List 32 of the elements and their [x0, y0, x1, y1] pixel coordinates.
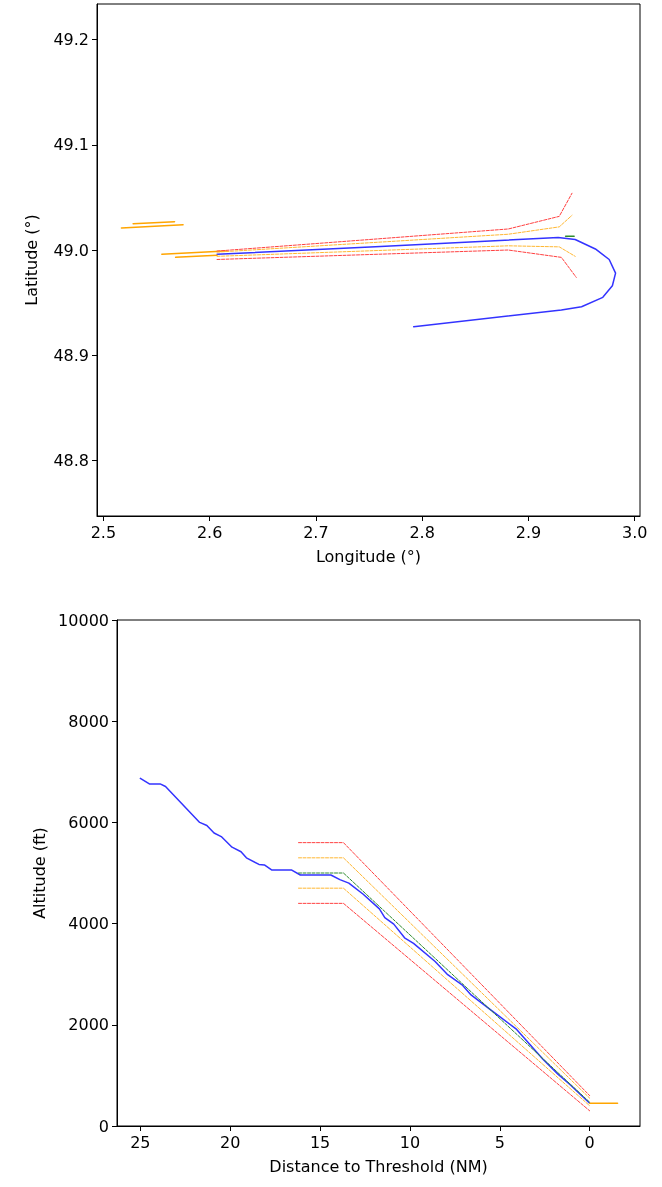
x-tick-label: 2.9: [515, 522, 542, 542]
x-tick-label: 15: [309, 1132, 331, 1152]
y-tick-label: 48.9: [53, 345, 89, 365]
x-tick-label: 0: [584, 1132, 595, 1152]
x-tick-label: 10: [399, 1132, 421, 1152]
x-axis-title: Longitude (°): [315, 546, 422, 566]
y-tick-label: 49.0: [53, 240, 89, 260]
x-tick-label: 3.0: [621, 522, 648, 542]
line-series: [139, 777, 591, 1104]
x-tick-label: 2.6: [196, 522, 223, 542]
x-tick-label: 2.8: [409, 522, 435, 542]
line-series: [216, 236, 617, 328]
y-tick-label: 48.8: [53, 450, 89, 470]
y-axis-title: Altitude (ft): [29, 827, 49, 919]
line-series: [216, 214, 573, 253]
y-tick-label: 2000: [68, 1015, 109, 1035]
x-tick-label: 5: [494, 1132, 505, 1152]
x-tick-label: 20: [220, 1132, 241, 1152]
x-tick-label: 25: [130, 1132, 151, 1152]
x-tick-label: 2.7: [303, 522, 329, 542]
y-tick-label: 8000: [68, 711, 109, 731]
line-series: [216, 249, 577, 278]
x-tick-label: 2.5: [90, 522, 117, 542]
y-tick-label: 4000: [68, 914, 109, 934]
y-axis-title: Latitude (°): [21, 214, 41, 306]
y-tick-label: 10000: [58, 610, 109, 630]
y-tick-label: 0: [98, 1116, 109, 1136]
x-axis-title: Distance to Threshold (NM): [269, 1156, 488, 1176]
y-tick-label: 49.2: [53, 30, 89, 50]
y-tick-label: 6000: [68, 812, 109, 832]
line-series: [216, 192, 573, 252]
y-tick-label: 49.1: [53, 135, 89, 155]
